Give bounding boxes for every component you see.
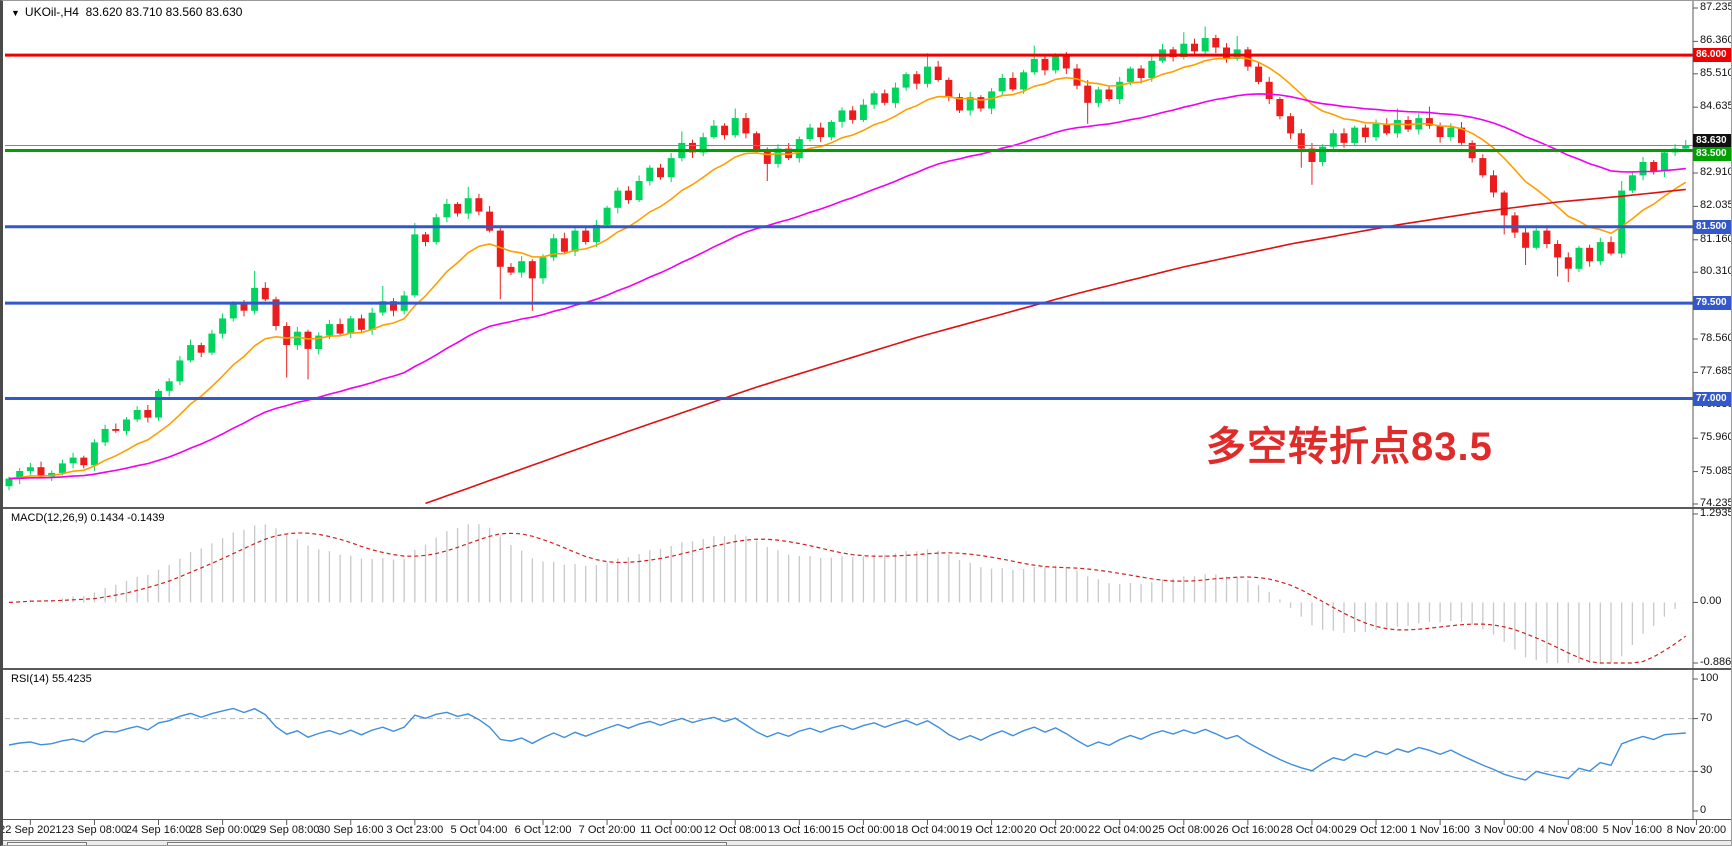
ma-slow-line: [425, 188, 1686, 505]
price-tick-82.035: 82.035: [1700, 199, 1732, 212]
date-label: 25 Oct 08:00: [1152, 824, 1216, 836]
level-price-box-83.500[interactable]: 83.500: [1693, 146, 1731, 161]
date-label: 1 Nov 16:00: [1410, 824, 1470, 836]
ma-mid-line: [8, 93, 1686, 480]
date-label: 3 Oct 23:00: [386, 824, 444, 836]
date-label: 22 Oct 04:00: [1088, 824, 1152, 836]
price-tick-86.360: 86.360: [1700, 34, 1732, 47]
date-label: 23 Sep 08:00: [61, 824, 128, 836]
date-label: 5 Oct 04:00: [450, 824, 508, 836]
date-label: 12 Oct 08:00: [703, 824, 767, 836]
rsi-indicator-label: RSI(14) 55.4235: [11, 673, 92, 685]
date-label: 4 Nov 08:00: [1538, 824, 1598, 836]
level-price-box-81.500[interactable]: 81.500: [1693, 219, 1731, 234]
quote-symbol: UKOil-,H4: [24, 5, 79, 19]
date-label: 22 Sep 2021: [0, 824, 62, 836]
ma-fast-line: [8, 56, 1687, 480]
chart-tab[interactable]: [7, 842, 87, 845]
rsi-tick-0: 0: [1700, 804, 1707, 816]
date-label: 30 Sep 16:00: [318, 824, 384, 836]
current-price-box[interactable]: 83.630: [1693, 133, 1731, 148]
price-tick-87.235: 87.235: [1700, 1, 1732, 13]
quote-header: ▼ UKOil-,H4 83.620 83.710 83.560 83.630: [11, 5, 242, 19]
rsi-tick-70: 70: [1700, 711, 1713, 724]
macd-tick-0.00: 0.00: [1700, 595, 1722, 608]
macd-tick-1.2935: 1.2935: [1700, 507, 1732, 519]
date-label: 29 Sep 08:00: [253, 824, 320, 836]
date-label: 28 Sep 00:00: [189, 824, 256, 836]
price-tick-75.960: 75.960: [1700, 431, 1732, 444]
date-label: 15 Oct 00:00: [831, 824, 895, 836]
price-tick-77.685: 77.685: [1700, 365, 1732, 378]
date-label: 7 Oct 20:00: [578, 824, 636, 836]
rsi-value: 55.4235: [51, 673, 92, 685]
macd-histogram: [19, 524, 1687, 663]
price-tick-81.160: 81.160: [1700, 232, 1732, 245]
price-tick-75.085: 75.085: [1700, 464, 1732, 477]
price-tick-85.510: 85.510: [1700, 66, 1732, 79]
date-label: 18 Oct 04:00: [895, 824, 959, 836]
date-label: 20 Oct 20:00: [1024, 824, 1088, 836]
bottom-tab-strip[interactable]: [3, 840, 1731, 845]
macd-signal-line: [8, 532, 1687, 664]
price-tick-82.910: 82.910: [1700, 166, 1732, 178]
chart-tab[interactable]: [167, 842, 727, 845]
rsi-tick-100: 100: [1700, 672, 1719, 684]
macd-values: 0.1434 -0.1439: [90, 512, 165, 524]
date-label: 28 Oct 04:00: [1280, 824, 1344, 836]
date-label: 26 Oct 16:00: [1216, 824, 1280, 836]
quote-ohlc: 83.620 83.710 83.560 83.630: [85, 5, 243, 19]
date-label: 8 Nov 20:00: [1666, 824, 1727, 836]
macd-tick--0.8862: -0.8862: [1700, 656, 1732, 668]
date-label: 3 Nov 00:00: [1474, 824, 1534, 836]
rsi-line: [8, 707, 1686, 781]
price-chart-canvas[interactable]: [3, 1, 1732, 846]
date-label: 29 Oct 12:00: [1344, 824, 1408, 836]
price-tick-80.310: 80.310: [1700, 265, 1732, 278]
annotation-text[interactable]: 多空转折点83.5: [1206, 425, 1493, 469]
date-label: 5 Nov 16:00: [1602, 824, 1663, 836]
rsi-tick-30: 30: [1700, 764, 1713, 777]
price-tick-84.635: 84.635: [1700, 100, 1732, 113]
symbol-dropdown-icon[interactable]: ▼: [11, 8, 20, 18]
rsi-name: RSI(14): [11, 673, 49, 685]
level-price-box-77.000[interactable]: 77.000: [1693, 391, 1731, 406]
price-tick-74.235: 74.235: [1700, 497, 1732, 509]
macd-indicator-label: MACD(12,26,9) 0.1434 -0.1439: [11, 512, 165, 524]
macd-name: MACD(12,26,9): [11, 512, 88, 524]
date-label: 11 Oct 00:00: [640, 824, 703, 836]
level-price-box-86.000[interactable]: 86.000: [1693, 48, 1731, 63]
date-label: 19 Oct 12:00: [960, 824, 1024, 836]
date-label: 13 Oct 16:00: [767, 824, 831, 836]
chart-frame: [3, 1, 1731, 825]
level-price-box-79.500[interactable]: 79.500: [1693, 296, 1731, 311]
date-label: 6 Oct 12:00: [514, 824, 572, 836]
date-label: 24 Sep 16:00: [125, 824, 192, 836]
price-tick-78.560: 78.560: [1700, 331, 1732, 344]
